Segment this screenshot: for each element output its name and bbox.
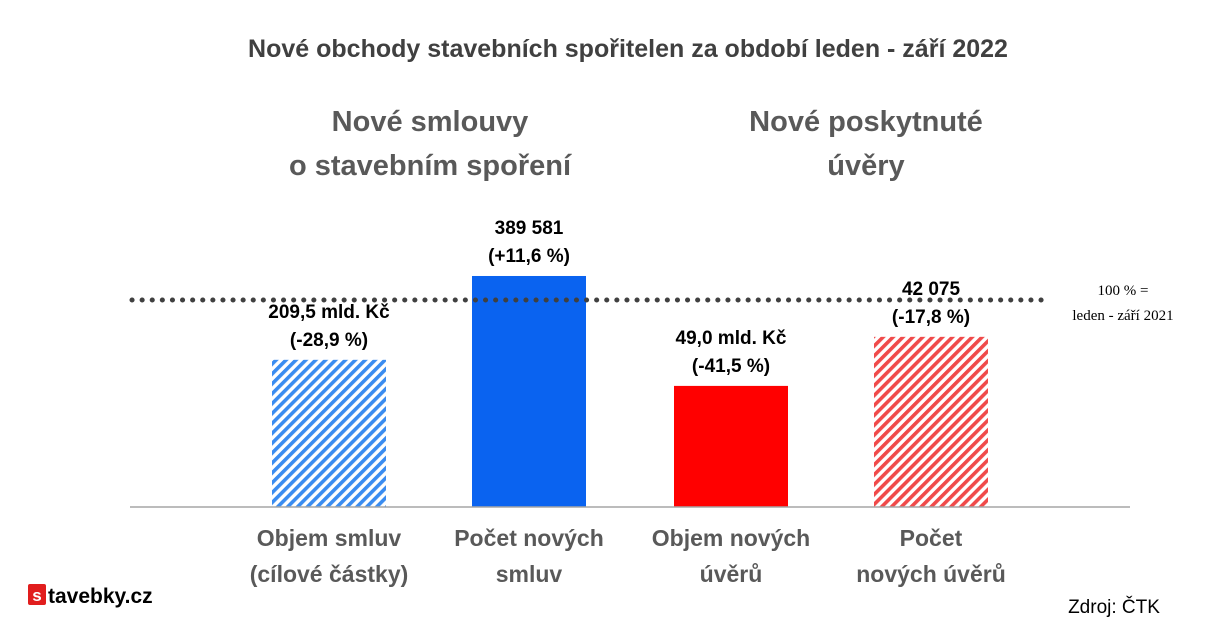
bar-3: [674, 385, 788, 507]
category-label-2-line1: Počet nových: [454, 525, 604, 551]
data-label-3-value: 49,0 mld. Kč: [676, 328, 787, 349]
category-label-4-line1: Počet: [900, 525, 963, 551]
logo: s tavebky.cz: [28, 584, 153, 608]
group-title-contracts-line1: Nové smlouvy: [332, 106, 529, 138]
source-note: Zdroj: ČTK: [1068, 596, 1160, 618]
bar-1: [272, 359, 386, 507]
reference-label-line1: 100 % =: [1098, 283, 1149, 299]
data-label-1-value: 209,5 mld. Kč: [268, 302, 390, 323]
category-label-2-line2: smluv: [496, 561, 563, 587]
group-title-loans-line2: úvěry: [827, 150, 904, 182]
category-labels: Objem smluv (cílové částky) Počet nových sm…: [250, 525, 1006, 587]
logo-badge: [28, 584, 46, 605]
bars: [272, 275, 988, 507]
reference-line-label: 100 % = leden - září 2021: [1072, 283, 1173, 324]
logo-text: tavebky.cz: [48, 585, 153, 608]
category-label-1-line1: Objem smluv: [257, 525, 402, 551]
data-label-3-change: (-41,5 %): [692, 356, 770, 377]
category-label-4-line2: nových úvěrů: [856, 561, 1006, 587]
data-label-1-change: (-28,9 %): [290, 330, 368, 351]
group-title-loans: Nové poskytnuté úvěry: [749, 106, 983, 182]
data-label-4-value: 42 075: [902, 279, 961, 300]
data-label-2-change: (+11,6 %): [488, 246, 570, 267]
data-labels: 209,5 mld. Kč (-28,9 %) 389 581 (+11,6 %) 49…: [268, 218, 970, 377]
bar-4: [874, 336, 988, 507]
category-label-3-line2: úvěrů: [700, 561, 763, 587]
group-title-contracts: Nové smlouvy o stavebním spoření: [289, 106, 572, 182]
data-label-4-change: (-17,8 %): [892, 307, 970, 328]
category-label-3-line1: Objem nových: [652, 525, 810, 551]
group-title-contracts-line2: o stavebním spoření: [289, 150, 572, 182]
data-label-2-value: 389 581: [495, 218, 564, 239]
bar-2: [472, 275, 586, 507]
chart-title: Nové obchody stavebních spořitelen za ob…: [248, 35, 1008, 63]
reference-label-line2: leden - září 2021: [1072, 308, 1173, 324]
logo-badge-letter: s: [32, 586, 41, 605]
category-label-1-line2: (cílové částky): [250, 561, 409, 587]
group-title-loans-line1: Nové poskytnuté: [749, 106, 983, 138]
